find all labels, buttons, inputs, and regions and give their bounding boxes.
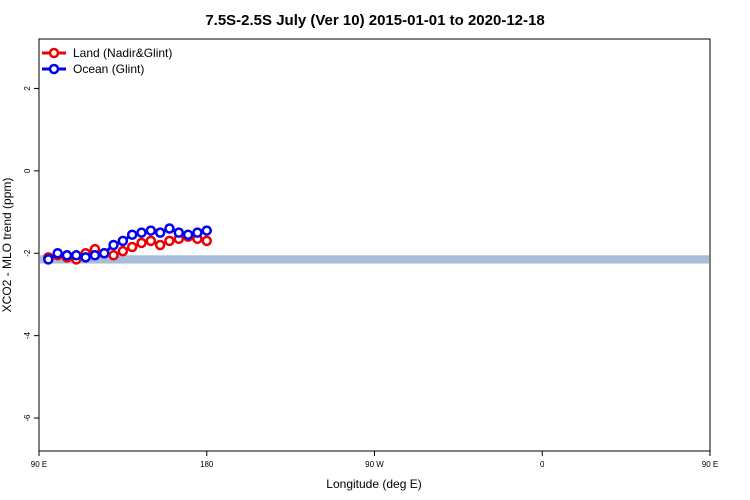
data-point <box>164 235 175 247</box>
series-1 <box>43 223 212 265</box>
data-point <box>61 250 73 261</box>
ocean-band <box>40 255 709 264</box>
data-point <box>52 247 63 259</box>
data-point <box>80 252 91 263</box>
data-point <box>89 250 101 261</box>
data-point <box>145 235 157 247</box>
data-point <box>201 235 212 247</box>
data-point <box>154 239 166 251</box>
y-tick-label: -4 <box>23 332 32 340</box>
data-point <box>164 223 175 234</box>
data-point <box>136 237 147 249</box>
x-tick-label: 90 E <box>702 460 718 469</box>
y-tick-label: -6 <box>23 414 32 422</box>
series-layer <box>43 223 212 265</box>
axis-ticks: 90 E 180 90 W 0 90 E 2 0 -2 -4 -6 <box>23 86 718 469</box>
data-point <box>145 225 157 236</box>
y-tick-label: 0 <box>23 168 32 173</box>
data-point <box>192 227 203 238</box>
legend: Land (Nadir&Glint) Ocean (Glint) <box>42 46 172 76</box>
data-point <box>108 250 119 261</box>
chart-title: 7.5S-2.5S July (Ver 10) 2015-01-01 to 20… <box>205 12 544 29</box>
x-axis-label: Longitude (deg E) <box>326 477 421 491</box>
legend-swatch-marker <box>48 47 60 59</box>
legend-label: Ocean (Glint) <box>73 62 144 76</box>
data-point <box>136 227 147 238</box>
data-point <box>126 229 138 240</box>
x-tick-label: 180 <box>200 460 214 469</box>
x-tick-label: 0 <box>540 460 545 469</box>
data-point <box>108 239 119 251</box>
legend-swatch-marker <box>48 63 60 75</box>
data-point <box>154 227 166 238</box>
data-point <box>117 245 129 257</box>
data-point <box>182 229 194 240</box>
data-point <box>173 227 185 238</box>
x-tick-label: 90 W <box>365 460 384 469</box>
y-tick-label: -2 <box>23 249 32 257</box>
data-point <box>117 235 129 247</box>
data-point <box>98 247 110 259</box>
data-point <box>126 241 138 253</box>
x-tick-label: 90 E <box>31 460 47 469</box>
data-point <box>43 254 54 265</box>
data-point <box>201 225 212 236</box>
y-tick-label: 2 <box>23 86 32 91</box>
data-point <box>71 250 82 261</box>
shaded-band <box>40 255 709 264</box>
y-axis-label: XCO2 - MLO trend (ppm) <box>0 178 14 313</box>
legend-label: Land (Nadir&Glint) <box>73 46 172 60</box>
